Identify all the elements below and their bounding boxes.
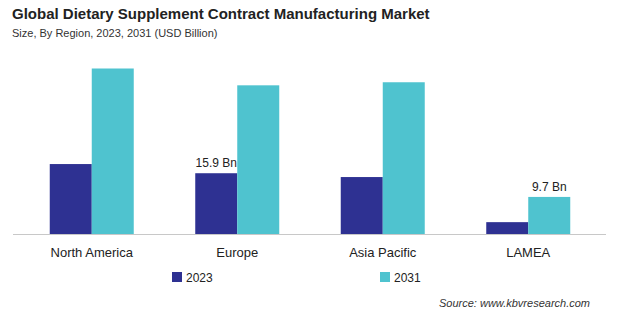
category-label: Asia Pacific — [349, 245, 417, 260]
category-label: North America — [51, 245, 134, 260]
category-label: LAMEA — [506, 245, 550, 260]
legend-swatch — [380, 272, 390, 282]
legend-label: 2023 — [186, 271, 213, 285]
bar — [528, 197, 570, 234]
bar — [50, 164, 92, 234]
bar — [237, 85, 279, 234]
data-label: 15.9 Bn — [196, 156, 237, 170]
data-label: 9.7 Bn — [532, 180, 567, 194]
chart-container: Global Dietary Supplement Contract Manuf… — [0, 0, 619, 322]
data-labels: 15.9 Bn 9.7 Bn — [196, 156, 567, 194]
x-axis-line — [13, 234, 606, 235]
bar — [92, 68, 134, 234]
title: Global Dietary Supplement Contract Manuf… — [12, 5, 430, 22]
bars — [50, 68, 571, 234]
category-label: Europe — [216, 245, 258, 260]
bar — [486, 222, 528, 234]
source: Source: www.kbvresearch.com — [439, 297, 590, 309]
bar — [195, 173, 237, 234]
chart-svg: Global Dietary Supplement Contract Manuf… — [0, 0, 619, 322]
legend-label: 2031 — [394, 271, 421, 285]
bar — [341, 177, 383, 234]
legend-swatch — [172, 272, 182, 282]
bar — [383, 82, 425, 234]
subtitle: Size, By Region, 2023, 2031 (USD Billion… — [12, 27, 217, 39]
